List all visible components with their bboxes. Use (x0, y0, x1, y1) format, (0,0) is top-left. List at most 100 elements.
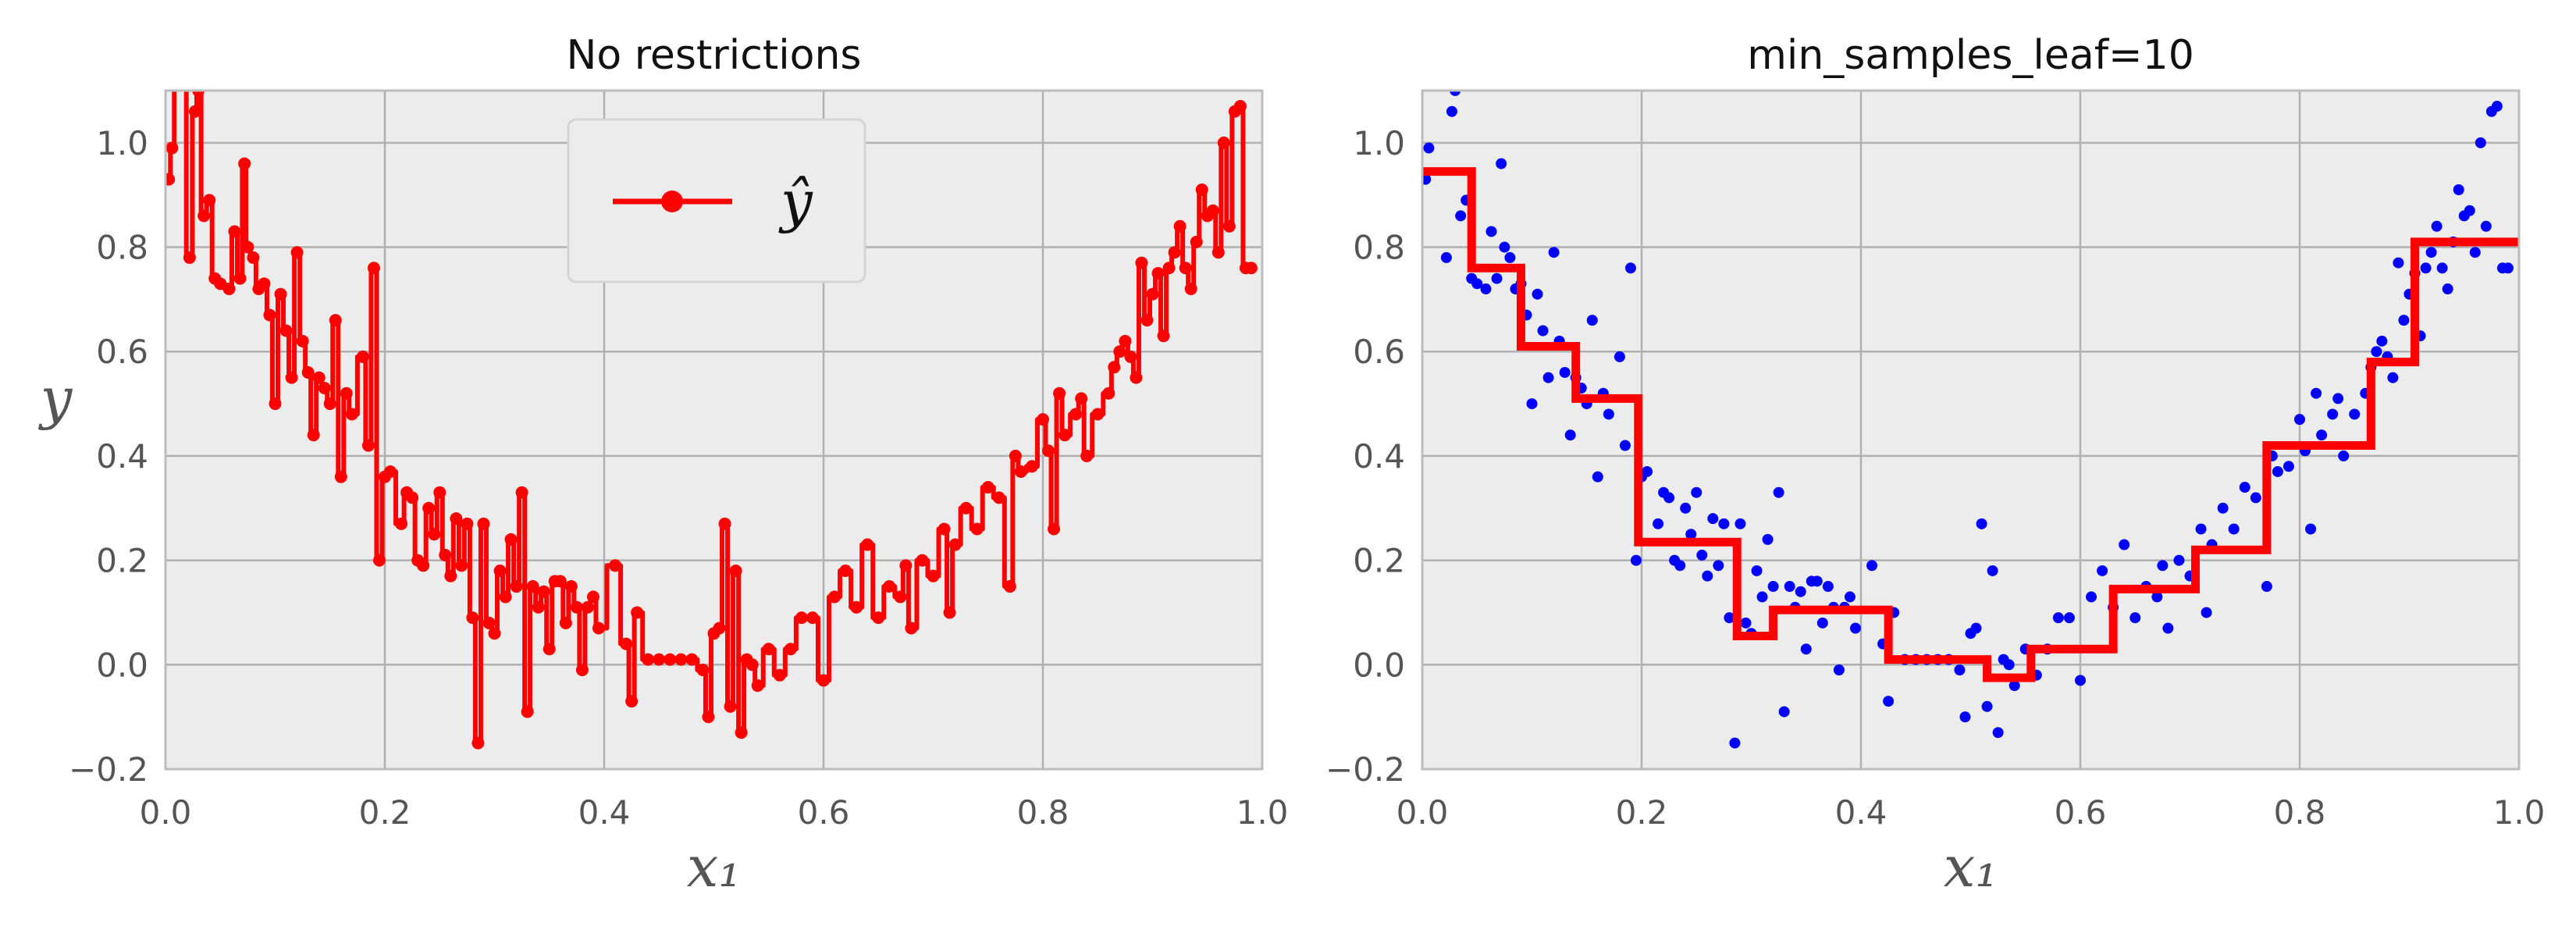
prediction-marker (532, 600, 545, 614)
data-point (1586, 315, 1598, 326)
data-point (1480, 283, 1492, 295)
data-point (2349, 408, 2361, 420)
prediction-marker (1157, 330, 1170, 343)
x-axis-label: x₁ (687, 834, 741, 900)
prediction-marker (850, 600, 863, 614)
data-point (2502, 262, 2514, 274)
prediction-marker (183, 251, 196, 264)
prediction-marker (296, 334, 309, 347)
plot-frame (164, 89, 1264, 771)
data-point (1883, 696, 1895, 707)
prediction-marker (581, 600, 594, 614)
data-point (1778, 706, 1790, 718)
data-point (1954, 664, 1966, 675)
data-point (1987, 565, 1998, 576)
prediction-marker (543, 643, 556, 656)
prediction-marker (318, 382, 331, 395)
data-point (1446, 105, 1457, 117)
prediction-marker (1168, 246, 1181, 259)
data-point (1811, 575, 1823, 587)
prediction-marker (228, 225, 241, 238)
data-point (1653, 518, 1664, 529)
prediction-marker (466, 611, 479, 625)
prediction-marker (1146, 287, 1159, 301)
prediction-marker (1059, 429, 1072, 442)
data-point (1423, 142, 1435, 154)
prediction-marker (685, 653, 699, 666)
data-point (2129, 612, 2141, 624)
chart-panel-1: 0.0 0.2 0.4 0.6 0.8 1.0 −0.2 0.0 0.2 0.4 0.6 0.8 1.0… (38, 32, 1289, 900)
data-point (1702, 570, 1713, 582)
prediction-marker (1233, 100, 1247, 113)
data-point (1713, 560, 1724, 572)
prediction-marker (1080, 449, 1094, 462)
prediction-step-line (1422, 167, 2519, 682)
data-point (1624, 262, 1636, 274)
prediction-marker (620, 637, 633, 650)
data-point (1663, 492, 1675, 504)
y-tick-label: 0.8 (1353, 229, 1405, 267)
y-tick-label: −0.2 (69, 750, 148, 789)
prediction-marker (899, 559, 913, 572)
data-point (2442, 283, 2453, 295)
data-point (1691, 486, 1703, 498)
data-point (2217, 502, 2229, 514)
prediction-marker (564, 580, 578, 593)
prediction-marker (356, 350, 369, 363)
prediction-marker (861, 538, 874, 551)
prediction-marker (170, 74, 183, 87)
prediction-marker (1184, 283, 1197, 296)
data-point (2491, 101, 2503, 112)
data-point (1822, 581, 1834, 593)
x-tick-label: 0.6 (2055, 793, 2107, 832)
prediction-marker (745, 658, 759, 672)
prediction-marker (444, 569, 457, 583)
prediction-marker (1108, 361, 1121, 374)
plot-area (1422, 91, 2519, 769)
prediction-marker (559, 616, 572, 629)
prediction-marker (329, 314, 342, 327)
data-point (1795, 586, 1806, 597)
prediction-marker (537, 585, 550, 598)
prediction-marker (1003, 580, 1016, 593)
prediction-marker (263, 308, 276, 322)
data-point (1976, 518, 1987, 529)
prediction-marker (372, 554, 386, 567)
y-tick-label: 0.8 (96, 229, 148, 267)
data-point (1485, 226, 1497, 237)
prediction-marker (312, 371, 326, 384)
prediction-marker (981, 481, 994, 494)
prediction-marker (345, 408, 358, 421)
data-point (2151, 591, 2163, 603)
y-tick-label: 0.6 (96, 333, 148, 371)
prediction-marker (642, 653, 655, 666)
prediction-marker (323, 397, 336, 411)
prediction-marker (526, 580, 539, 593)
data-point (171, 75, 182, 86)
prediction-marker (1048, 522, 1061, 536)
prediction-marker (384, 465, 397, 478)
y-tick-label: −0.2 (1325, 750, 1405, 789)
prediction-marker (488, 627, 501, 640)
x-tick-label: 0.4 (578, 793, 631, 832)
data-point (2398, 315, 2410, 326)
data-point (2294, 414, 2305, 426)
data-point (1707, 513, 1719, 525)
data-point (2469, 247, 2481, 258)
data-point (2250, 492, 2261, 504)
data-point (2201, 607, 2212, 618)
prediction-marker (165, 141, 179, 155)
data-point (1724, 612, 1735, 624)
prediction-marker (1025, 460, 1038, 473)
data-point (2464, 205, 2475, 216)
prediction-marker (279, 324, 293, 337)
data-point (2316, 429, 2328, 441)
x-tick-label: 0.0 (140, 793, 192, 832)
prediction-marker (499, 590, 512, 604)
data-point (1680, 502, 1692, 514)
legend: ŷ (567, 118, 866, 283)
data-point (2162, 622, 2174, 634)
x-axis-label: x₁ (1944, 834, 1998, 900)
prediction-marker (493, 564, 507, 577)
